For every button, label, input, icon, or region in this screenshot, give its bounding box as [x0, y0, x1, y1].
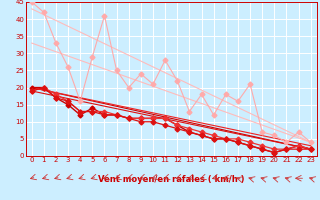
X-axis label: Vent moyen/en rafales ( km/h ): Vent moyen/en rafales ( km/h ): [98, 174, 244, 184]
